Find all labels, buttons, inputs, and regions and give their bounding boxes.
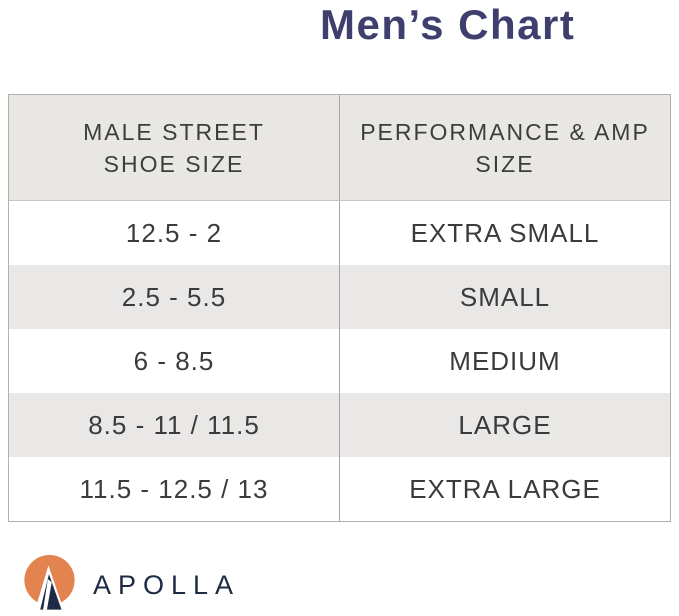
amp-size-cell: SMALL bbox=[459, 281, 551, 312]
shoe-size-cell: 12.5 - 2 bbox=[9, 201, 340, 265]
table-row: 6 - 8.5 MEDIUM bbox=[9, 329, 670, 393]
amp-size-cell: EXTRA LARGE bbox=[409, 473, 601, 504]
shoe-size-cell: 6 - 8.5 bbox=[9, 329, 340, 393]
table-row: 8.5 - 11 / 11.5 LARGE bbox=[9, 393, 670, 457]
table-row: 2.5 - 5.5 SMALL bbox=[9, 265, 670, 329]
apolla-mountain-a-icon bbox=[24, 555, 75, 613]
table-row: 12.5 - 2 EXTRA SMALL bbox=[9, 201, 670, 265]
column-header-amp-size: PERFORMANCE & AMP SIZE bbox=[360, 118, 650, 177]
table-row: 11.5 - 12.5 / 13 EXTRA LARGE bbox=[9, 457, 670, 521]
amp-size-cell: EXTRA SMALL bbox=[410, 217, 600, 248]
shoe-size-cell: 11.5 - 12.5 / 13 bbox=[9, 457, 340, 521]
amp-size-cell: LARGE bbox=[458, 409, 552, 440]
table-header-row: MALE STREET SHOE SIZE PERFORMANCE & AMP … bbox=[9, 95, 670, 201]
brand-wordmark: APOLLA bbox=[93, 570, 241, 600]
brand-footer: APOLLA bbox=[22, 555, 240, 614]
size-chart-table: MALE STREET SHOE SIZE PERFORMANCE & AMP … bbox=[8, 94, 671, 522]
table-body: 12.5 - 2 EXTRA SMALL 2.5 - 5.5 SMALL 6 -… bbox=[9, 201, 670, 521]
page-title: Men’s Chart bbox=[320, 1, 576, 48]
amp-size-cell: MEDIUM bbox=[449, 345, 561, 376]
shoe-size-cell: 2.5 - 5.5 bbox=[9, 265, 340, 329]
shoe-size-cell: 8.5 - 11 / 11.5 bbox=[9, 393, 340, 457]
column-header-shoe-size: MALE STREET SHOE SIZE bbox=[9, 95, 340, 200]
